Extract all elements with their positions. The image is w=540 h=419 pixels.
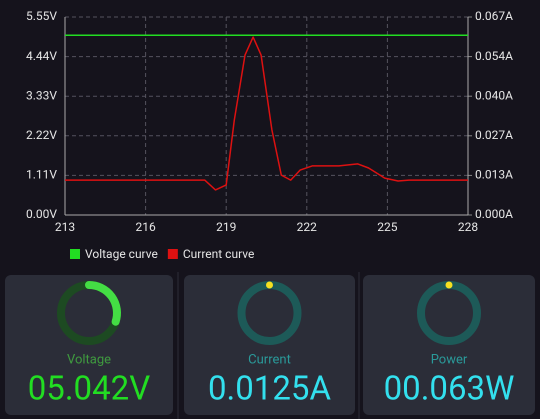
legend-swatch (70, 249, 80, 259)
panel-value: 00.063W (384, 370, 515, 409)
y2-tick-label: 0.040A (475, 88, 513, 102)
y-tick-label: 1.11V (26, 168, 57, 182)
y2-tick-label: 0.013A (475, 168, 513, 182)
x-tick-label: 213 (55, 220, 75, 234)
y-tick-label: 2.22V (26, 128, 57, 142)
x-tick-label: 219 (216, 220, 236, 234)
panel-label: Voltage (67, 352, 111, 367)
panel-value: 0.0125A (208, 370, 331, 409)
y-tick-label: 0.00V (26, 207, 57, 221)
panel-label: Power (431, 352, 468, 367)
x-tick-label: 216 (135, 220, 155, 234)
gauge-dot (445, 281, 453, 289)
series-line (65, 36, 468, 191)
y2-tick-label: 0.000A (475, 207, 513, 221)
gauge-arc (85, 281, 121, 326)
legend-swatch (167, 249, 178, 259)
y-tick-label: 5.55V (26, 9, 57, 23)
y2-tick-label: 0.067A (475, 9, 513, 23)
y-tick-label: 4.44V (26, 49, 57, 63)
y-tick-label: 3.33V (26, 88, 57, 102)
legend-label: Current curve (183, 247, 255, 261)
y2-tick-label: 0.027A (475, 128, 513, 142)
gauge-dot (266, 281, 273, 289)
panel-value: 05.042V (28, 370, 150, 409)
x-tick-label: 228 (458, 220, 478, 234)
y2-tick-label: 0.054A (475, 49, 513, 63)
x-tick-label: 222 (297, 220, 317, 234)
x-tick-label: 225 (377, 220, 397, 234)
legend-label: Voltage curve (85, 247, 158, 261)
panel-label: Current (248, 352, 291, 367)
